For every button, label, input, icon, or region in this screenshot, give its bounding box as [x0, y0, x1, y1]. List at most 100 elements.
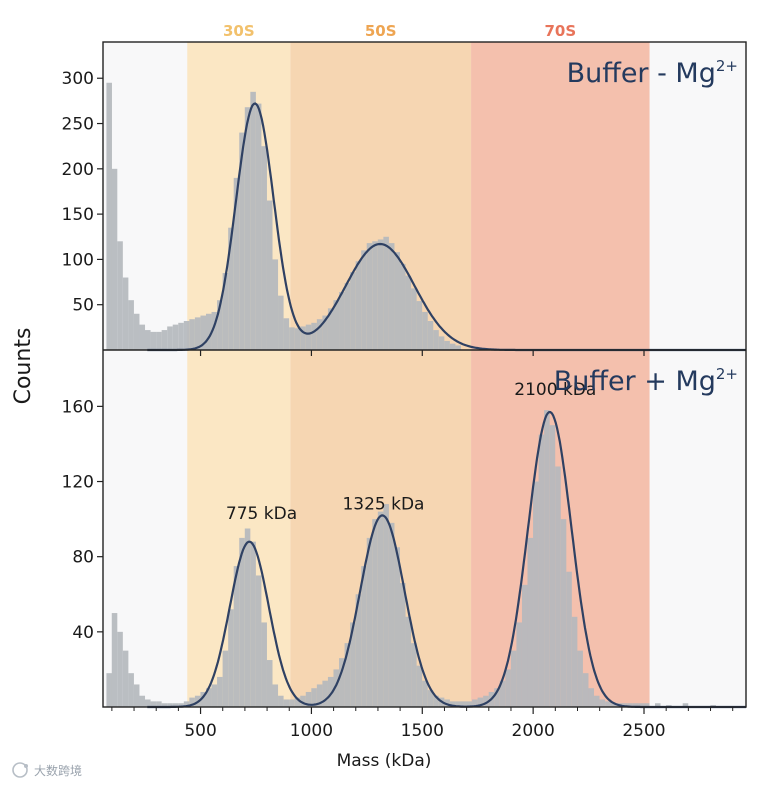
histogram-bars [106, 82, 461, 350]
histogram-bar [145, 330, 151, 350]
y-tick-label: 200 [62, 160, 94, 180]
x-axis-title: Mass (kDa) [337, 751, 432, 771]
histogram-bar [122, 277, 129, 350]
histogram-bar [156, 331, 162, 350]
histogram-bar [178, 322, 184, 350]
histogram-bar [228, 227, 234, 350]
histogram-bar [521, 584, 528, 707]
histogram-bar [355, 594, 362, 707]
histogram-bar [538, 434, 545, 707]
y-tick-label: 80 [72, 548, 94, 568]
histogram-bar [588, 688, 595, 707]
x-tick-label: 1000 [290, 721, 333, 741]
histogram-bar [466, 701, 473, 707]
histogram-bar [233, 566, 240, 707]
histogram-bar [106, 82, 112, 350]
histogram-bar [422, 311, 428, 350]
histogram-bar [388, 522, 395, 707]
histogram-bar [654, 703, 661, 707]
histogram-bar [278, 295, 284, 350]
histogram-bar [339, 658, 345, 707]
histogram-bar [411, 288, 417, 350]
histogram-bar [305, 324, 312, 350]
histogram-bar [322, 315, 328, 350]
histogram-bar [122, 650, 129, 707]
peak-annotation: 775 kDa [226, 504, 297, 524]
histogram-bars [106, 410, 716, 707]
histogram-bar [172, 703, 179, 707]
histogram-bar [161, 330, 168, 350]
histogram-bar [344, 282, 351, 350]
histogram-bar [228, 609, 234, 707]
histogram-bar [205, 313, 212, 350]
histogram-bar [394, 252, 400, 350]
band-label-70s: 70S [544, 22, 576, 40]
watermark-logo-icon [12, 762, 28, 778]
histogram-bar [205, 688, 212, 707]
histogram-bar [339, 292, 345, 350]
histogram-bar [433, 695, 439, 707]
histogram-bar [582, 673, 589, 707]
histogram-bar [427, 321, 434, 350]
histogram-bar [327, 676, 334, 707]
histogram-bar [189, 319, 195, 350]
histogram-bar [133, 684, 140, 707]
histogram-bar [316, 684, 323, 707]
histogram-bar [117, 631, 123, 707]
histogram-bar [161, 703, 168, 707]
histogram-bar [372, 241, 378, 350]
histogram-bar [322, 680, 328, 707]
histogram-bar [244, 528, 251, 707]
histogram-bar [250, 91, 256, 350]
histogram-bar [427, 690, 434, 707]
histogram-bar [128, 673, 134, 707]
histogram-bar [560, 519, 567, 707]
histogram-bar [361, 566, 367, 707]
histogram-bar [300, 326, 306, 350]
band-label-50s: 50S [365, 22, 397, 40]
histogram-bar [449, 701, 456, 707]
histogram-bar [150, 701, 157, 707]
panel-title: Buffer - Mg2+ [567, 57, 738, 89]
histogram-bar [422, 680, 428, 707]
histogram-bar [571, 616, 578, 707]
plot-frame [102, 41, 747, 708]
histogram-bar [200, 315, 206, 350]
histogram-bar [372, 519, 378, 707]
histogram-bar [150, 331, 157, 350]
histogram-bar [527, 537, 534, 707]
histogram-bar [344, 643, 351, 707]
x-tick-label: 1500 [401, 721, 444, 741]
histogram-bar [483, 695, 489, 707]
x-axis-ticks: 500 1000 1500 2000 2500 [111, 350, 734, 741]
histogram-bar [172, 324, 179, 350]
y-tick-label: 150 [62, 205, 94, 225]
histogram-bar [610, 703, 617, 707]
histogram-bar [510, 650, 517, 707]
histogram-bar [361, 250, 367, 350]
peak-annotation: 2100 kDa [514, 380, 596, 400]
histogram-bar [455, 345, 461, 350]
histogram-bar [621, 703, 628, 707]
peak-annotations: 775 kDa 1325 kDa 2100 kDa [226, 380, 596, 524]
histogram-bar [156, 701, 162, 707]
histogram-bar [117, 241, 123, 350]
histogram-bar [233, 177, 240, 350]
histogram-bar [272, 684, 279, 707]
histogram-bar [294, 697, 301, 707]
histogram-bar [111, 168, 118, 350]
histogram-bar [261, 146, 267, 350]
mass-bands [187, 42, 650, 707]
histogram-bar [139, 695, 146, 707]
histogram-bar [599, 699, 606, 707]
histogram-bar [544, 410, 550, 707]
histogram-bar [638, 703, 644, 707]
histogram-bar [278, 695, 284, 707]
histogram-bar [211, 684, 218, 707]
histogram-bar [250, 541, 256, 707]
y-tick-label: 40 [72, 623, 94, 643]
histogram-bar [632, 703, 639, 707]
histogram-bar [549, 425, 556, 707]
band-label-30s: 30S [223, 22, 255, 40]
histogram-bar [217, 300, 223, 350]
